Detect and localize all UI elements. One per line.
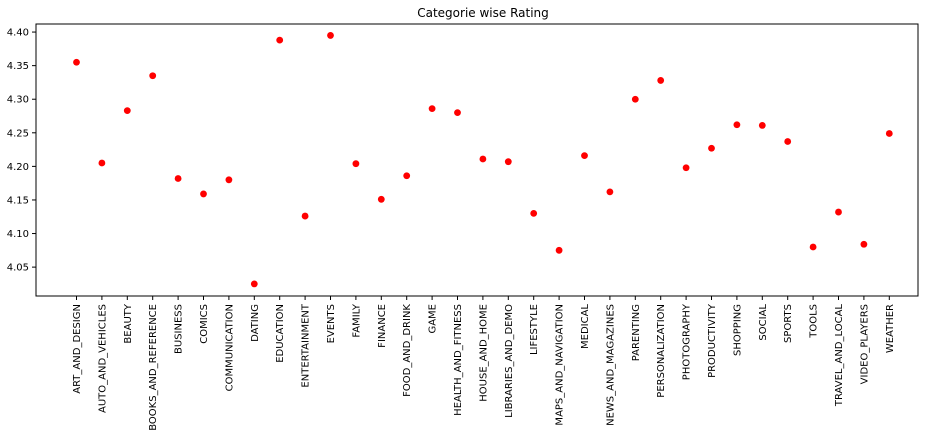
x-tick-label: COMMUNICATION: [224, 304, 235, 391]
x-tick-label: COMICS: [199, 304, 210, 344]
x-axis: ART_AND_DESIGN AUTO_AND_VEHICLES BEAUTY BOO…: [72, 296, 896, 431]
x-tick-label: SHOPPING: [732, 304, 743, 356]
data-point: [606, 188, 614, 196]
data-point: [352, 160, 360, 168]
x-tick-label: BUSINESS: [174, 304, 185, 354]
y-tick-label: 4.15: [7, 195, 29, 206]
y-tick-label: 4.20: [7, 162, 29, 173]
x-tick-label: AUTO_AND_VEHICLES: [97, 304, 108, 413]
data-point: [809, 243, 817, 251]
x-tick-label: SPORTS: [783, 304, 794, 343]
data-point: [708, 144, 715, 152]
x-tick-label: FINANCE: [377, 304, 388, 348]
x-tick-label: BOOKS_AND_REFERENCE: [148, 304, 159, 431]
data-point: [784, 138, 792, 145]
data-point: [631, 95, 639, 103]
x-tick-label: GAME: [428, 304, 439, 334]
data-point: [225, 176, 233, 184]
x-tick-label: EVENTS: [326, 304, 337, 343]
y-tick-label: 4.10: [7, 229, 29, 240]
data-point: [860, 240, 868, 248]
y-tick-label: 4.35: [7, 61, 29, 72]
data-point: [174, 175, 182, 182]
data-point: [149, 72, 157, 80]
data-point: [428, 105, 436, 113]
data-point: [123, 107, 131, 115]
x-tick-label: EDUCATION: [275, 304, 286, 363]
data-point: [200, 190, 207, 198]
x-tick-label: HEALTH_AND_FITNESS: [453, 304, 464, 416]
data-point: [657, 77, 665, 84]
x-tick-label: HOUSE_AND_HOME: [478, 304, 489, 402]
x-tick-label: ENTERTAINMENT: [301, 303, 312, 387]
x-tick-label: TOOLS: [809, 304, 820, 339]
x-tick-label: LIBRARIES_AND_DEMO: [504, 304, 515, 418]
x-tick-label: TRAVEL_AND_LOCAL: [834, 304, 845, 408]
plot-frame: [35, 23, 919, 297]
y-tick-label: 4.05: [7, 263, 29, 274]
x-tick-label: BEAUTY: [123, 303, 134, 343]
x-tick-label: PERSONALIZATION: [656, 304, 667, 398]
x-tick-label: FOOD_AND_DRINK: [402, 304, 413, 397]
data-point: [581, 152, 588, 160]
y-axis: 4.05 4.10 4.15 4.20 4.25 4.30 4.35 4.40: [7, 28, 36, 274]
data-point: [73, 58, 80, 66]
x-tick-label: PHOTOGRAPHY: [682, 303, 693, 380]
data-point: [276, 36, 284, 44]
data-point: [98, 159, 106, 167]
data-point: [555, 246, 563, 254]
x-tick-label: ART_AND_DESIGN: [72, 304, 83, 394]
data-point: [454, 109, 461, 117]
x-tick-label: WEATHER: [885, 304, 896, 353]
data-point: [377, 195, 385, 203]
data-point: [327, 32, 334, 39]
data-point: [301, 212, 309, 220]
data-point: [530, 209, 538, 217]
data-point: [885, 130, 893, 137]
x-tick-label: NEWS_AND_MAGAZINES: [605, 304, 616, 426]
x-tick-label: VIDEO_PLAYERS: [859, 304, 870, 384]
x-tick-label: PRODUCTIVITY: [707, 303, 718, 378]
data-point: [682, 164, 690, 172]
x-tick-label: MAPS_AND_NAVIGATION: [555, 304, 566, 426]
data-point: [758, 122, 766, 129]
y-tick-label: 4.40: [7, 28, 29, 39]
x-tick-label: PARENTING: [631, 304, 642, 361]
data-point: [250, 280, 258, 288]
x-tick-label: SOCIAL: [758, 304, 769, 341]
x-tick-label: FAMILY: [351, 303, 362, 337]
data-point: [479, 155, 487, 163]
data-point: [835, 208, 842, 216]
data-point: [504, 158, 512, 166]
data-points: [73, 32, 893, 288]
x-tick-label: LIFESTYLE: [529, 304, 540, 355]
data-point: [403, 172, 411, 180]
x-tick-label: MEDICAL: [580, 304, 591, 349]
x-tick-label: DATING: [250, 304, 261, 342]
data-point: [733, 121, 741, 129]
y-tick-label: 4.30: [7, 95, 29, 106]
y-tick-label: 4.25: [7, 128, 29, 139]
chart-title: Categorie wise Rating: [417, 6, 549, 20]
